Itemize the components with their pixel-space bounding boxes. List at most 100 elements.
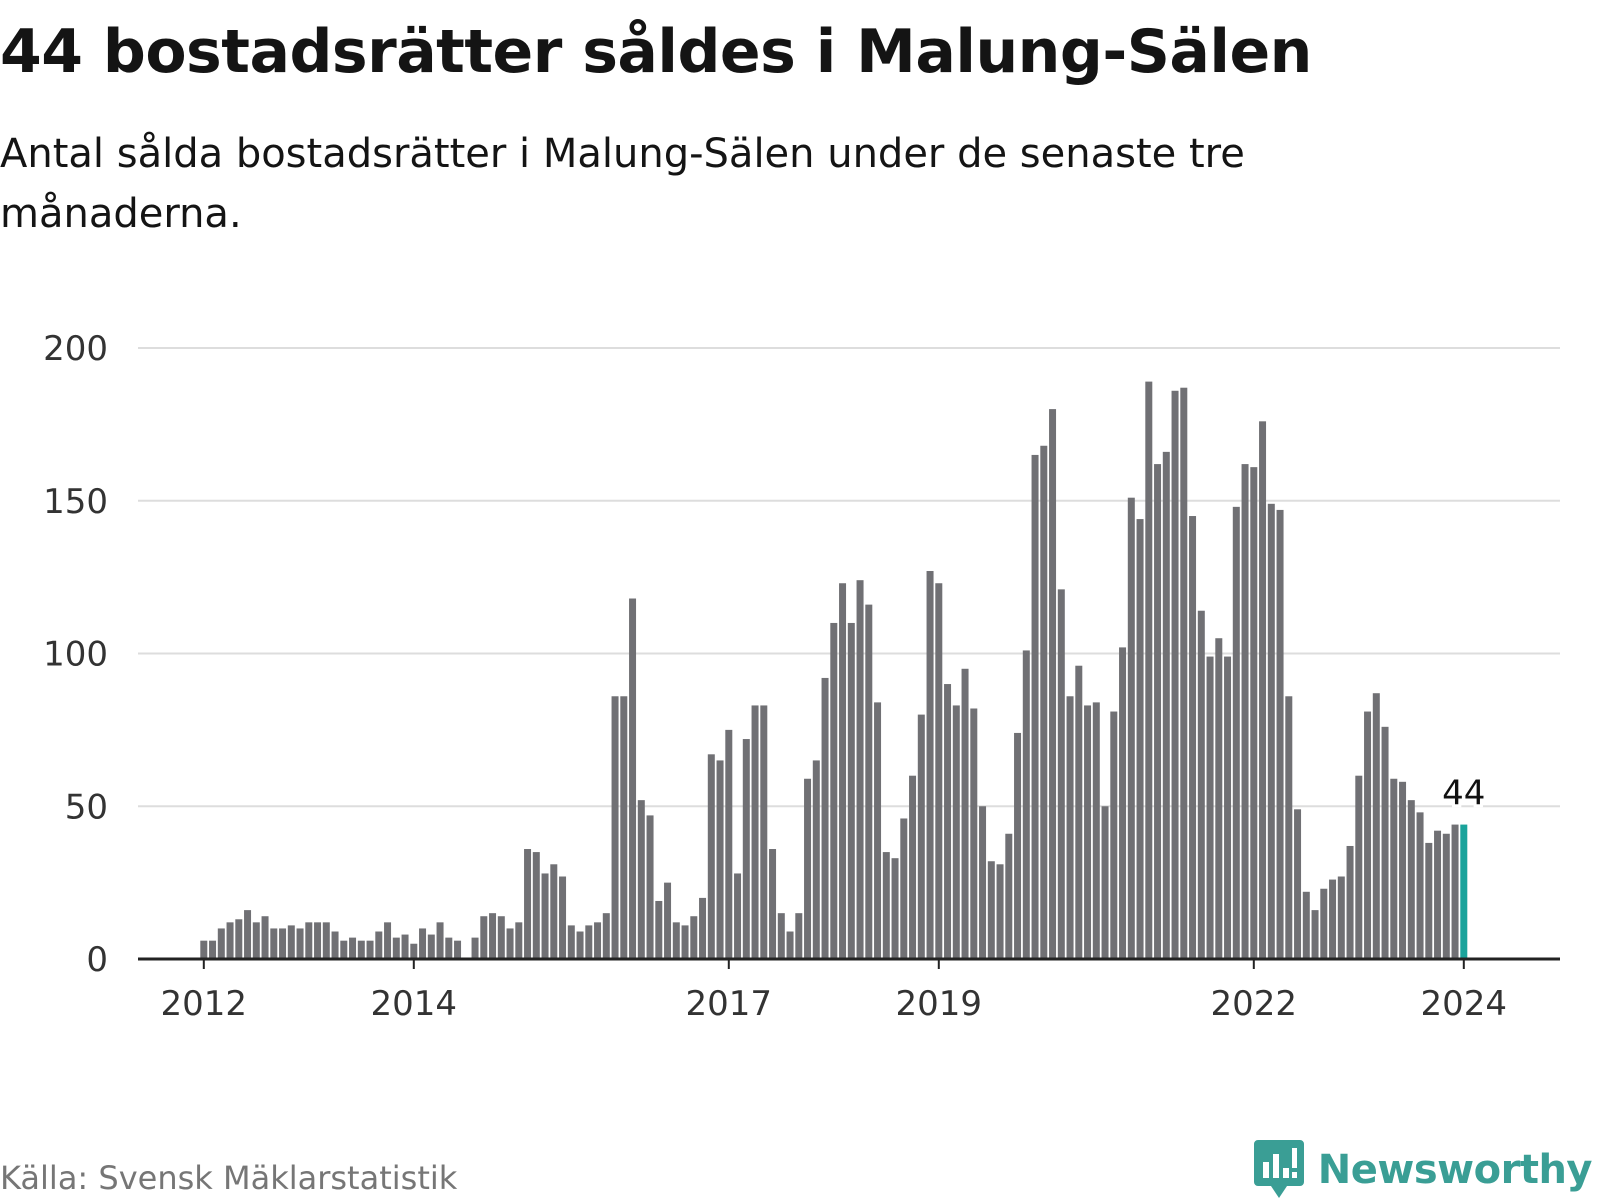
bar xyxy=(1381,726,1389,959)
bar xyxy=(401,934,409,959)
bar xyxy=(349,937,357,959)
bar xyxy=(690,916,698,959)
x-tick-label: 2019 xyxy=(896,984,983,1020)
bar xyxy=(961,668,969,959)
bar xyxy=(1180,387,1188,960)
bar xyxy=(1075,665,1083,959)
bar xyxy=(725,729,733,960)
bar xyxy=(620,696,628,959)
bar xyxy=(384,922,392,959)
bar xyxy=(585,925,593,959)
bar xyxy=(602,913,610,959)
bar xyxy=(769,849,777,959)
chart-title: 44 bostadsrätter såldes i Malung-Sälen xyxy=(0,17,1312,87)
bar xyxy=(1294,809,1302,959)
brand-name: Newsworthy xyxy=(1317,1147,1593,1193)
bar xyxy=(821,677,829,959)
bar xyxy=(1040,445,1048,959)
bar-highlight xyxy=(1460,824,1468,959)
bar xyxy=(1241,464,1249,959)
bar xyxy=(366,940,374,959)
bar xyxy=(1276,509,1284,959)
bar xyxy=(979,806,987,959)
bar xyxy=(1346,845,1354,959)
bar xyxy=(935,583,943,959)
bar xyxy=(524,849,532,959)
bar xyxy=(1451,824,1459,959)
bar xyxy=(874,702,882,959)
bar xyxy=(375,931,383,959)
bar xyxy=(1127,497,1135,959)
bar xyxy=(541,873,549,959)
bar xyxy=(1031,454,1039,959)
bar xyxy=(1259,421,1267,959)
bar xyxy=(1014,732,1022,959)
bar xyxy=(506,928,514,959)
bar xyxy=(427,934,435,959)
bar xyxy=(672,922,680,959)
bar xyxy=(952,705,960,959)
bar xyxy=(331,931,339,959)
bar xyxy=(944,684,952,959)
bar xyxy=(1320,888,1328,959)
bar xyxy=(340,940,348,959)
bar xyxy=(1215,638,1223,959)
bar xyxy=(296,928,304,959)
axis-labels: 0 50 100 150 200 2012 2014 2017 2019 2022 2024 44 xyxy=(43,329,1507,1020)
bar xyxy=(830,622,838,959)
bar xyxy=(1250,467,1258,959)
bar xyxy=(664,882,672,960)
bar xyxy=(200,940,208,959)
bar xyxy=(410,943,418,959)
bar xyxy=(287,925,295,959)
bar xyxy=(891,858,899,959)
bar xyxy=(777,913,785,959)
bar xyxy=(1136,519,1144,959)
bar xyxy=(926,571,934,959)
bar xyxy=(987,861,995,959)
bar xyxy=(314,922,322,959)
bar xyxy=(1049,409,1057,960)
bar xyxy=(244,910,252,959)
bar xyxy=(1337,876,1345,959)
bar xyxy=(1154,464,1162,959)
bar xyxy=(226,922,234,959)
bar xyxy=(1022,650,1030,959)
bar xyxy=(480,916,488,959)
bar xyxy=(646,815,654,959)
bar xyxy=(1066,696,1074,959)
bar xyxy=(1311,910,1319,959)
bar xyxy=(734,873,742,959)
bar xyxy=(699,897,707,959)
bar xyxy=(471,937,479,959)
bar xyxy=(1084,705,1092,959)
bar xyxy=(804,778,812,959)
bar xyxy=(1425,842,1433,959)
bar xyxy=(786,931,794,959)
bar xyxy=(681,925,689,959)
bar xyxy=(760,705,768,959)
bar xyxy=(357,940,365,959)
bar xyxy=(550,864,558,959)
bar xyxy=(261,916,269,959)
bar xyxy=(1197,610,1205,959)
x-tick-label: 2012 xyxy=(161,984,248,1020)
bar xyxy=(279,928,287,959)
bar xyxy=(751,705,759,959)
bar xyxy=(865,604,873,959)
bar xyxy=(1329,879,1337,959)
bar xyxy=(1364,711,1372,959)
bar xyxy=(900,818,908,959)
bar xyxy=(305,922,313,959)
bar xyxy=(235,919,243,959)
y-tick-label: 50 xyxy=(65,787,108,827)
x-tick-label: 2024 xyxy=(1421,984,1508,1020)
bar xyxy=(454,940,462,959)
bar xyxy=(716,760,724,959)
bar xyxy=(882,852,890,959)
bar xyxy=(1101,806,1109,959)
bar xyxy=(1399,781,1407,959)
bar xyxy=(812,760,820,959)
chart-subtitle: Antal sålda bostadsrätter i Malung-Sälen… xyxy=(0,131,1245,237)
newsworthy-brand[interactable]: Newsworthy xyxy=(1253,1140,1593,1198)
